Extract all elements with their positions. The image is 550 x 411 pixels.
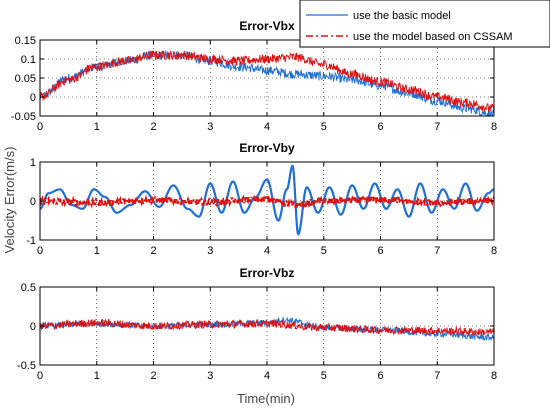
- x-tick-label: 0: [37, 370, 43, 382]
- y-tick-label: 0.15: [15, 35, 36, 47]
- series-line-basic: [40, 49, 494, 116]
- y-tick-label: 0: [30, 196, 36, 208]
- x-tick-label: 8: [491, 370, 497, 382]
- legend-label-basic: use the basic model: [353, 10, 451, 22]
- x-axis-label: Time(min): [237, 391, 295, 406]
- panel-title: Error-Vby: [239, 141, 295, 155]
- x-tick-label: 7: [434, 121, 440, 133]
- x-tick-label: 3: [207, 370, 213, 382]
- y-tick-label: -0.5: [17, 360, 36, 372]
- x-tick-label: 6: [377, 370, 383, 382]
- y-tick-label: 1: [30, 157, 36, 169]
- x-tick-label: 7: [434, 370, 440, 382]
- x-tick-label: 8: [491, 121, 497, 133]
- y-tick-label: 0.1: [21, 54, 36, 66]
- x-tick-label: 0: [37, 121, 43, 133]
- legend-box: [299, 0, 550, 48]
- x-tick-label: 1: [94, 370, 100, 382]
- panel-title: Error-Vbz: [240, 266, 295, 280]
- x-tick-label: 0: [37, 245, 43, 257]
- x-tick-label: 2: [150, 370, 156, 382]
- x-tick-label: 4: [264, 245, 270, 257]
- y-tick-label: -0.05: [11, 111, 36, 123]
- series-line-cssam: [40, 318, 494, 336]
- panel-title: Error-Vbx: [239, 19, 295, 33]
- legend: use the basic model use the model based …: [299, 0, 550, 48]
- x-tick-label: 7: [434, 245, 440, 257]
- x-tick-label: 8: [491, 245, 497, 257]
- series-line-cssam: [40, 49, 494, 113]
- x-tick-label: 2: [150, 245, 156, 257]
- legend-label-cssam: use the model based on CSSAM: [353, 31, 513, 43]
- x-tick-label: 3: [207, 121, 213, 133]
- series-line-basic: [40, 164, 494, 236]
- x-tick-label: 5: [321, 245, 327, 257]
- y-axis-label: Velocity Error(m/s): [2, 147, 17, 254]
- y-tick-label: -1: [26, 235, 36, 247]
- y-tick-label: 0.05: [15, 73, 36, 85]
- x-tick-label: 1: [94, 245, 100, 257]
- x-tick-label: 5: [321, 121, 327, 133]
- y-tick-label: 0.5: [21, 282, 36, 294]
- x-tick-label: 6: [377, 245, 383, 257]
- x-tick-label: 3: [207, 245, 213, 257]
- series-line-cssam: [40, 194, 494, 211]
- x-tick-label: 6: [377, 121, 383, 133]
- x-tick-label: 5: [321, 370, 327, 382]
- x-tick-label: 2: [150, 121, 156, 133]
- x-tick-label: 4: [264, 370, 270, 382]
- y-tick-label: 0: [30, 321, 36, 333]
- x-tick-label: 1: [94, 121, 100, 133]
- y-tick-label: 0: [30, 92, 36, 104]
- x-tick-label: 4: [264, 121, 270, 133]
